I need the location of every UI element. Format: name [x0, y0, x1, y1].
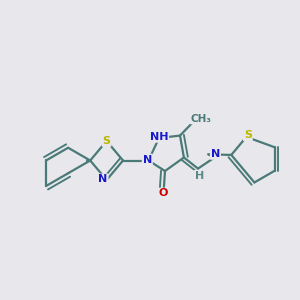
Text: S: S: [103, 136, 111, 146]
Text: N: N: [98, 174, 108, 184]
Text: NH: NH: [150, 132, 168, 142]
Text: CH₃: CH₃: [191, 113, 212, 124]
Text: H: H: [195, 171, 204, 181]
Text: S: S: [244, 130, 252, 140]
Text: N: N: [143, 154, 152, 165]
Text: O: O: [159, 188, 168, 199]
Text: N: N: [211, 149, 220, 159]
